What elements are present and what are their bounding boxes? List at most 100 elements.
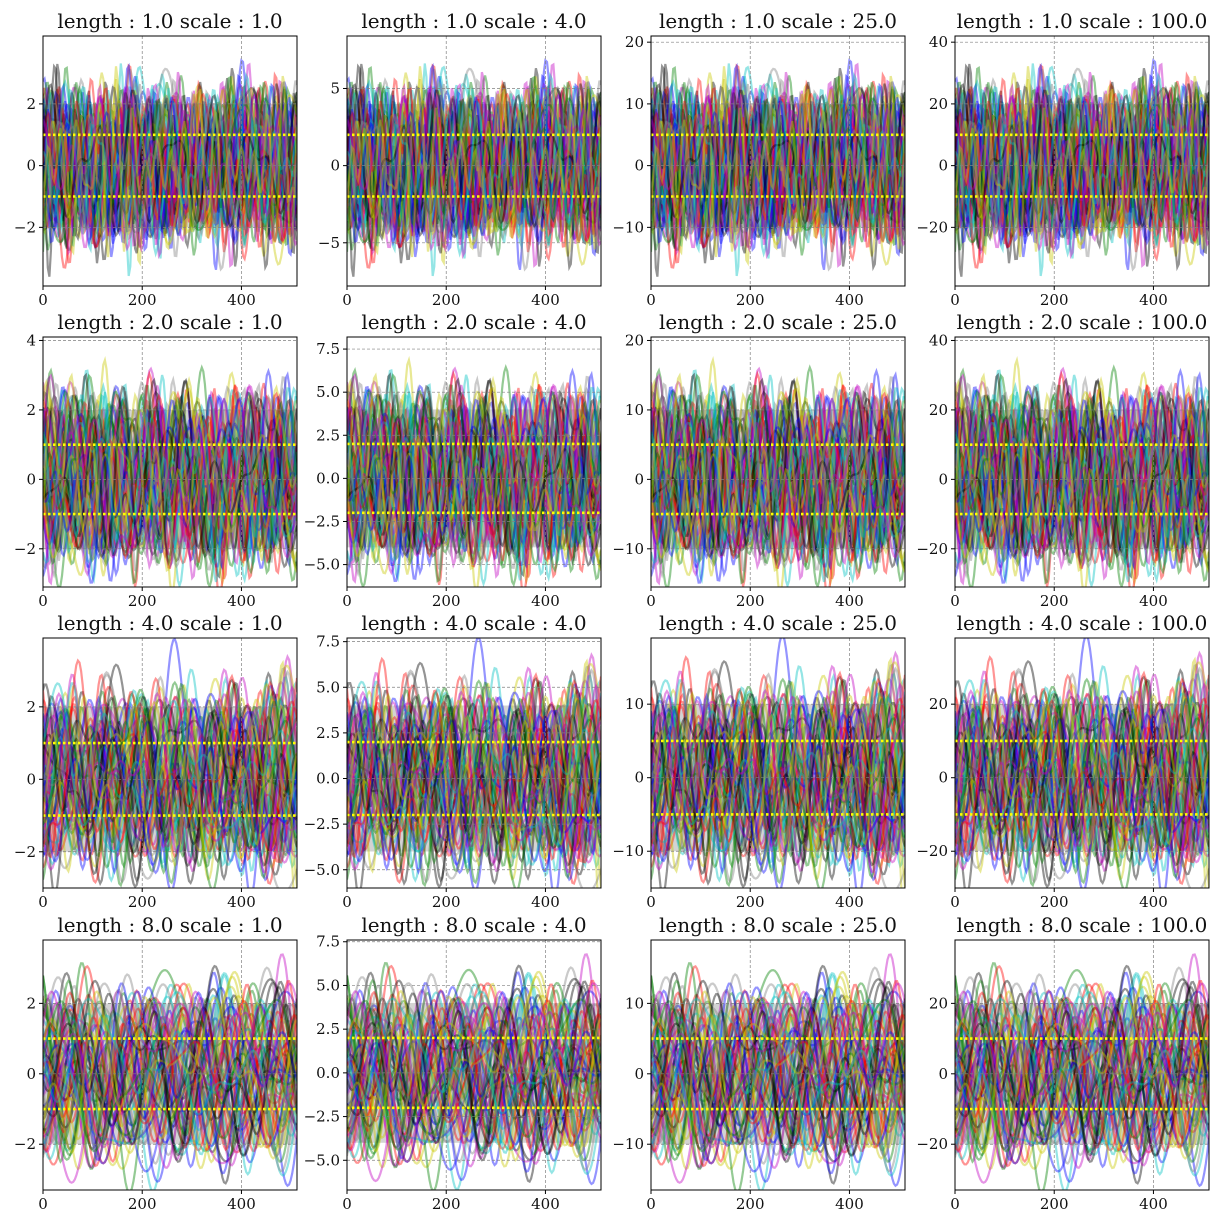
sample-curve [955,660,1209,833]
sample-curve [651,82,905,253]
sample-curve [651,367,905,571]
sample-curve [347,684,601,858]
x-tick-label: 200 [128,893,157,911]
sample-curve [651,971,905,1151]
sample-curve [43,1002,297,1170]
y-tick-label: 2 [26,698,36,716]
sample-curve [43,694,297,874]
sample-curve [43,982,297,1175]
sample-curve [955,675,1209,872]
sample-curve [43,87,297,239]
sample-curve [43,377,297,567]
sample-curve [43,68,297,243]
sample-curve [43,386,297,582]
sample-curve [347,67,601,261]
sample-curve [955,682,1209,853]
panel-title: length : 1.0 scale : 25.0 [659,9,897,33]
y-tick-label: 0 [938,157,948,175]
sample-curve [651,379,905,556]
axes-frame [954,939,1210,1191]
sample-curve [43,75,297,233]
sample-curve [43,373,297,557]
sample-curve [651,685,905,866]
sample-curve [347,372,601,566]
sample-curve [43,58,297,244]
sample-curve [955,668,1209,888]
panel-title: length : 1.0 scale : 4.0 [361,9,586,33]
x-tick-label: 200 [736,1195,765,1213]
sample-curve [651,87,905,266]
axes-frame [650,939,906,1191]
sample-curve [347,367,601,569]
sample-curve [43,677,297,874]
sample-curve [651,692,905,853]
sample-curve [43,370,297,559]
sample-curve [651,371,905,570]
sample-curve [955,392,1209,587]
sample-curve [43,384,297,585]
sample-curve [43,76,297,267]
sample-curve [955,367,1209,584]
sample-curve [651,72,905,258]
sample-curve [651,63,905,277]
sample-curve [347,1000,601,1183]
sample-curve [347,691,601,866]
sample-curve [955,75,1209,233]
sample-curve [347,84,601,246]
sample-curve [651,83,905,249]
sample-curve [955,674,1209,885]
sample-curve [651,980,905,1152]
sample-curve [43,975,297,1162]
sample-curve [955,673,1209,883]
y-tick-label: 5.0 [316,678,340,696]
sample-curve [347,94,601,246]
sample-curve [651,393,905,568]
x-tick-label: 200 [1040,592,1069,610]
sample-curve [347,982,601,1162]
sample-curve [955,972,1209,1147]
sample-curve [347,62,601,260]
sample-curve [347,982,601,1138]
sample-curve [651,666,905,865]
y-tick-label: −2 [14,843,36,861]
sample-curve [651,394,905,565]
axes-frame [954,336,1210,588]
sample-curve [651,979,905,1157]
sample-curve [43,973,297,1173]
sample-curve [955,87,1209,239]
sample-curve [955,66,1209,258]
sample-curve [651,382,905,581]
sample-curve [43,1001,297,1167]
sample-curve [43,380,297,587]
sample-curve [651,384,905,587]
sample-curve [347,388,601,563]
sample-curve [955,712,1209,870]
sample-curve [955,394,1209,552]
sample-curve [955,377,1209,567]
sample-curve [955,397,1209,558]
sample-curve [347,394,601,567]
sample-curve [955,664,1209,858]
sample-curve [651,376,905,564]
sample-curve [43,668,297,866]
sample-curve [43,391,297,564]
sample-curve [955,366,1209,558]
sample-curve [43,393,297,584]
panel-1: 0 200 400 −2 0 2 length : 1.0 scale : 1.0 [14,9,298,309]
plot-area [43,940,297,1190]
plot-area [651,940,905,1190]
sample-curve [347,66,601,243]
sample-curve [651,396,905,576]
x-tick-label: 400 [531,291,560,309]
sample-curve [651,80,905,264]
sample-curve [955,395,1209,581]
sample-curve [43,63,297,277]
sample-curve [955,970,1209,1167]
sample-curve [43,366,297,558]
panel-4: 0 200 400 −20 0 20 40 length : 1.0 scale : 100.… [916,9,1210,309]
sample-curve [955,380,1209,587]
sample-curve [651,675,905,876]
sample-curve [347,87,601,256]
sample-curve [955,367,1209,571]
sample-curve [347,378,601,554]
